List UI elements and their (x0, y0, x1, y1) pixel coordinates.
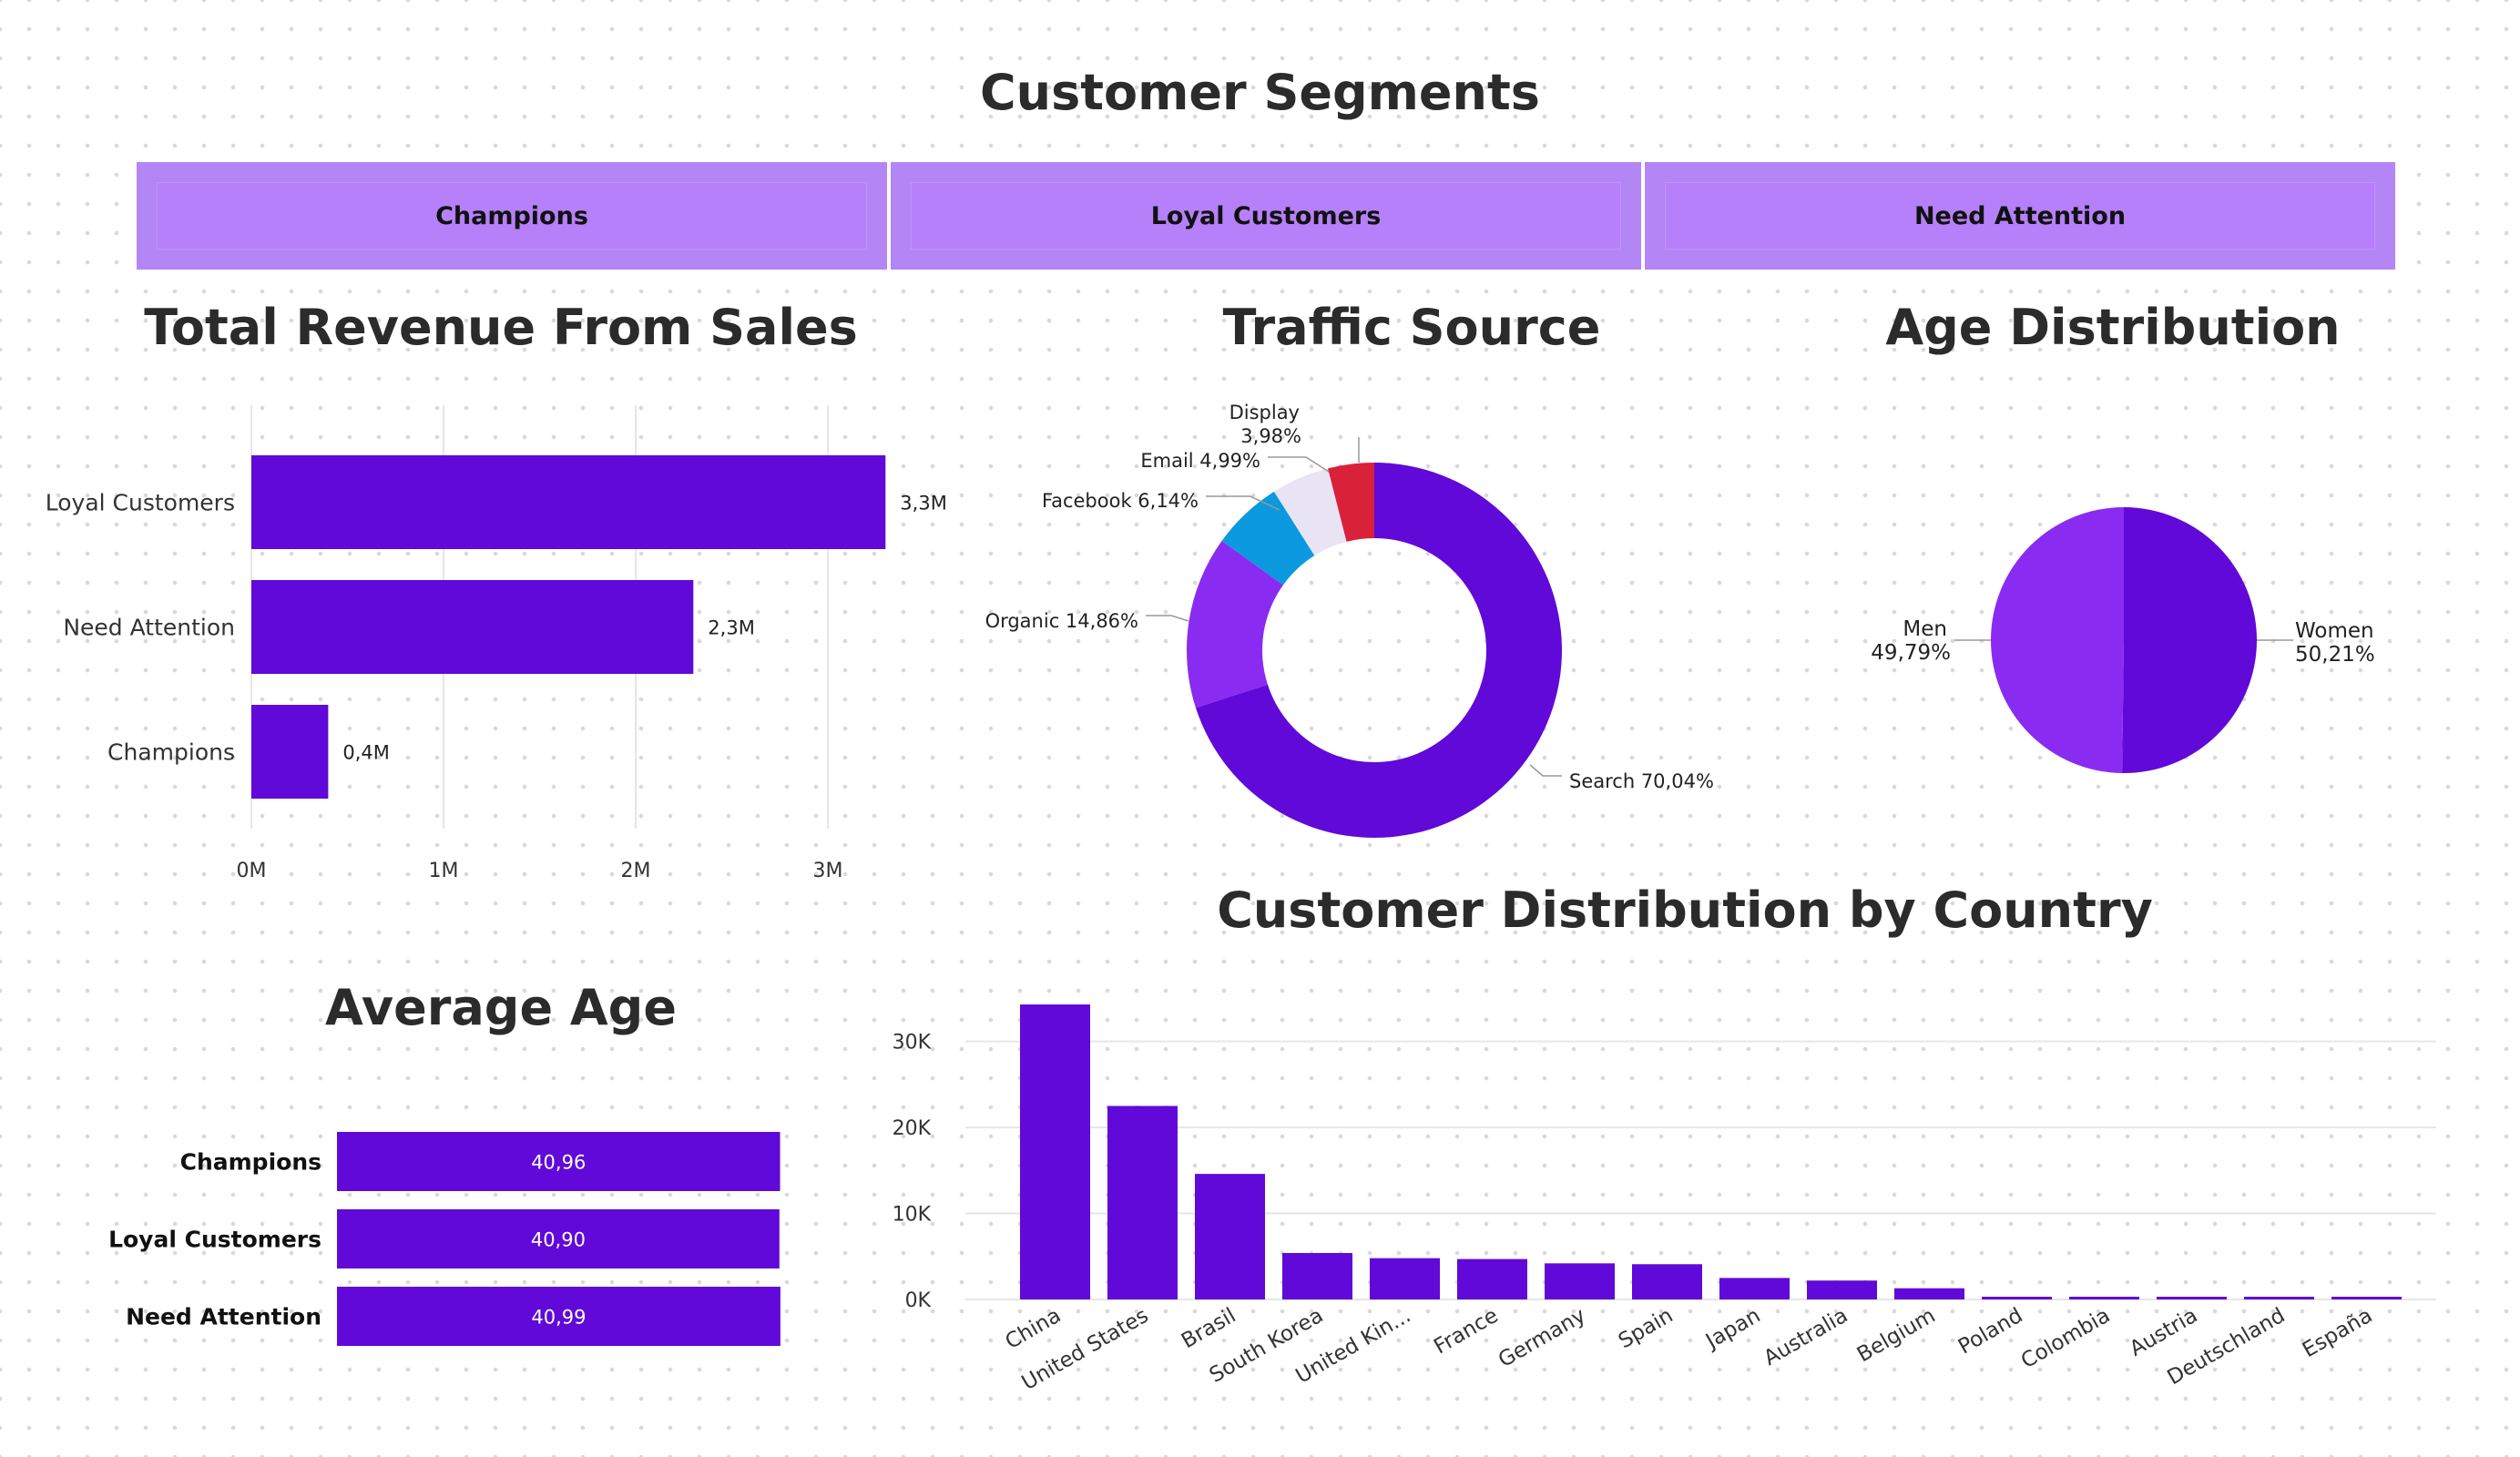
category-label: Germany (1495, 1304, 1590, 1372)
slicer-item-need-attention[interactable]: Need Attention (1645, 162, 2395, 270)
slicer-item-champions[interactable]: Champions (137, 162, 891, 270)
slicer-item-label: Loyal Customers (911, 182, 1621, 250)
category-label: France (1430, 1304, 1502, 1360)
data-label: 0,4M (342, 742, 390, 764)
traffic-slice-search (1195, 463, 1562, 838)
data-label: 40,90 (531, 1229, 586, 1251)
slice-label: Email 4,99% (1140, 450, 1260, 472)
leader-line (1146, 615, 1189, 622)
page-title: Customer Segments (980, 64, 1540, 121)
country-bar (1107, 1105, 1178, 1299)
slice-value-label: 49,79% (1871, 641, 1951, 665)
traffic-slice-facebook (1221, 491, 1315, 586)
traffic-slice-email (1273, 468, 1347, 556)
revenue-bar-chart: 0M 1M 2M 3M Loyal Customers 3,3M Need Attentio… (46, 405, 947, 882)
revenue-bar (251, 580, 694, 674)
country-bar (1719, 1278, 1790, 1299)
country-chart-title: Customer Distribution by Country (1217, 881, 2153, 939)
category-label: España (2299, 1304, 2377, 1362)
age-slice-women (2122, 507, 2257, 773)
leader-line (1529, 764, 1562, 777)
data-label: 40,96 (531, 1152, 586, 1174)
country-bar (1370, 1258, 1440, 1299)
traffic-chart-title: Traffic Source (1222, 299, 1601, 356)
country-bar (1282, 1253, 1352, 1299)
country-bar (2157, 1297, 2227, 1299)
category-label: Poland (1954, 1304, 2027, 1360)
slice-label: Facebook 6,14% (1042, 490, 1199, 512)
category-label: Belgium (1853, 1304, 1940, 1368)
slicer-item-label: Champions (157, 182, 867, 250)
country-bar (1545, 1263, 1615, 1299)
leader-line (1206, 495, 1280, 511)
segment-slicer: Champions Loyal Customers Need Attention (137, 162, 2395, 270)
category-label: Loyal Customers (108, 1227, 321, 1253)
category-label: Champions (180, 1149, 321, 1176)
leader-line (1268, 456, 1332, 474)
category-label: Japan (1700, 1304, 1764, 1355)
x-tick-label: 1M (429, 860, 459, 882)
country-bar (1632, 1264, 1702, 1299)
age-slice-men (1990, 507, 2124, 773)
country-bar (1894, 1288, 1964, 1299)
slicer-item-loyal-customers[interactable]: Loyal Customers (891, 162, 1645, 270)
category-label: Loyal Customers (46, 490, 235, 516)
slice-label: Women (2295, 619, 2374, 643)
revenue-chart-title: Total Revenue From Sales (144, 299, 858, 356)
category-label: China (1002, 1304, 1066, 1354)
slice-label: Men (1903, 617, 1947, 641)
avgage-bar-chart: 40,96 Champions 40,90 Loyal Customers 40,99 N… (108, 1132, 780, 1346)
country-bar (1457, 1258, 1527, 1299)
revenue-bar (251, 705, 329, 799)
country-bar (2244, 1297, 2314, 1299)
category-label: Austria (2126, 1304, 2201, 1361)
traffic-slice-display (1328, 463, 1374, 542)
y-tick-label: 10K (893, 1204, 932, 1227)
category-label: Australia (1760, 1304, 1852, 1370)
category-label: Colombia (2017, 1304, 2115, 1374)
y-tick-label: 0K (905, 1289, 932, 1312)
avgage-bar (337, 1287, 780, 1346)
avgage-bar (337, 1132, 780, 1191)
country-bar (2331, 1297, 2402, 1299)
country-bar (1020, 1004, 1090, 1299)
x-tick-label: 2M (621, 860, 651, 882)
category-label: Need Attention (63, 615, 235, 641)
slice-label: Organic 14,86% (985, 610, 1138, 632)
category-label: Spain (1615, 1304, 1678, 1354)
slice-value-label: 3,98% (1240, 425, 1301, 447)
slicer-item-label: Need Attention (1665, 182, 2375, 250)
traffic-slice-organic (1187, 541, 1284, 708)
slice-label: Search 70,04% (1569, 770, 1714, 792)
age-chart-title: Age Distribution (1885, 299, 2341, 356)
data-label: 40,99 (531, 1307, 586, 1329)
data-label: 2,3M (708, 617, 755, 639)
slice-label: Display (1229, 402, 1300, 423)
country-bar (2069, 1297, 2139, 1299)
x-tick-label: 3M (813, 860, 843, 882)
y-tick-label: 30K (893, 1032, 932, 1055)
country-bar (1807, 1280, 1877, 1299)
data-label: 3,3M (900, 493, 947, 515)
category-label: Brasil (1178, 1304, 1240, 1354)
traffic-donut-chart: Search 70,04% Organic 14,86% Facebook 6,14… (985, 402, 1714, 838)
x-tick-label: 0M (237, 860, 267, 882)
slice-value-label: 50,21% (2295, 643, 2375, 667)
country-bar (1195, 1174, 1265, 1299)
category-label: Champions (107, 739, 235, 766)
country-bar (1982, 1297, 2052, 1299)
y-tick-label: 20K (893, 1117, 932, 1140)
revenue-bar (251, 455, 886, 549)
avgage-bar (337, 1209, 780, 1269)
category-label: Need Attention (126, 1304, 321, 1330)
avgage-chart-title: Average Age (325, 979, 677, 1036)
